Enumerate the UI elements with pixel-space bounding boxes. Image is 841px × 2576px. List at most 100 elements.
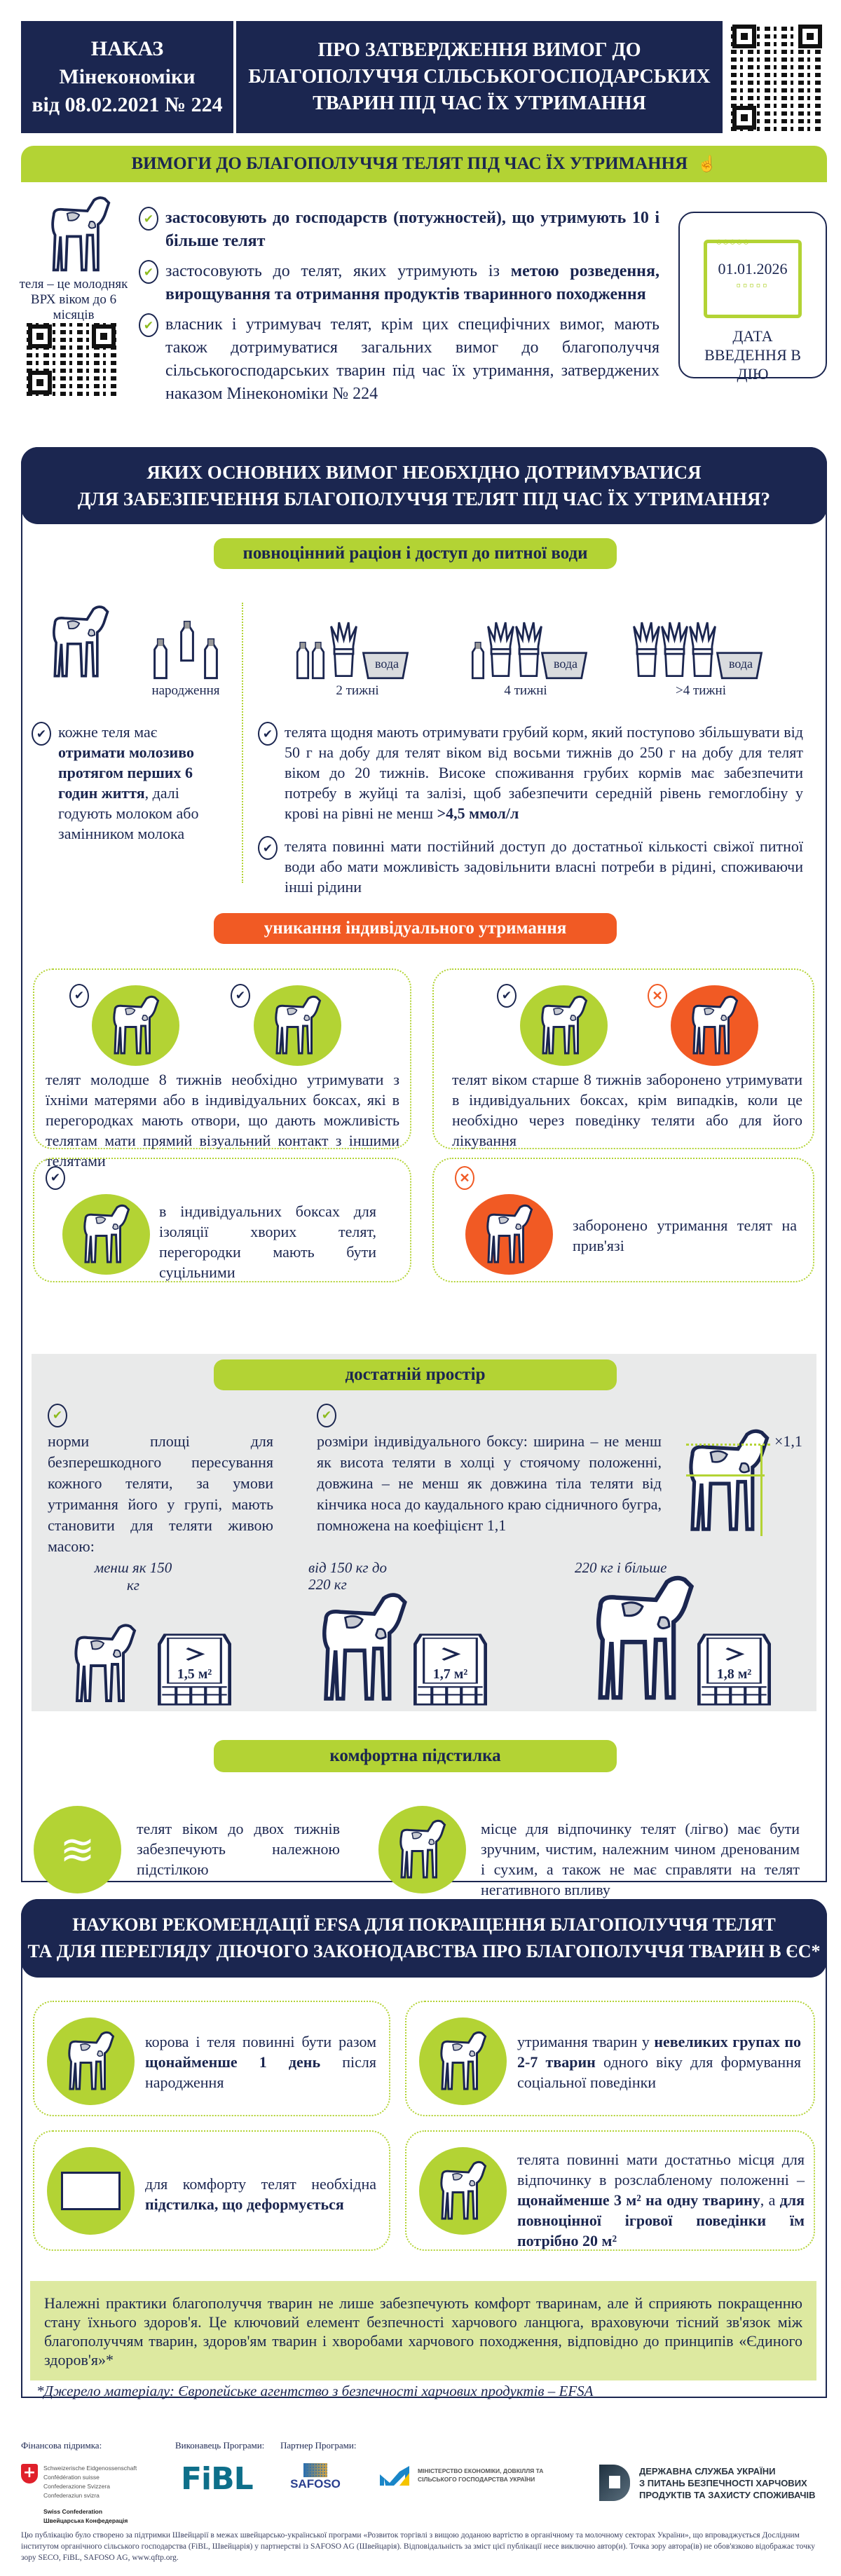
calf-icon: [60, 1622, 151, 1706]
qr-code-header[interactable]: [729, 21, 826, 133]
title-line: БЛАГОПОЛУЧЧЯ СІЛЬСЬКОГОСПОДАРСЬКИХ: [248, 66, 711, 88]
effective-date-box: ○○○○○ 01.01.2026 ▫▫▫▫▫ ДАТА ВВЕДЕННЯ В Д…: [678, 212, 827, 383]
box-size-text: розміри індивідуального боксу: ширина – …: [317, 1432, 662, 1534]
check-icon: ✔: [258, 722, 278, 746]
pointer-click-icon: ☝: [697, 155, 717, 172]
group-area-text: норми площі для безперешкодного пересува…: [48, 1432, 273, 1555]
cow-with-calf-icon: [92, 985, 179, 1066]
title-line: ПРО ЗАТВЕРДЖЕННЯ ВИМОГ ДО: [317, 39, 641, 61]
calendar-icon: ○○○○○ 01.01.2026 ▫▫▫▫▫: [704, 236, 802, 318]
implementer-label: Виконавець Програми:: [175, 2440, 265, 2451]
check-icon: ✔: [317, 1404, 336, 1427]
swiss-cross-logo: +: [21, 2464, 38, 2483]
multiplier-label: ×1,1: [774, 1432, 802, 1450]
ministry-label: Мінекономіки: [59, 65, 196, 88]
efsa-title: НАУКОВІ РЕКОМЕНДАЦІЇ EFSA ДЛЯ ПОКРАЩЕННЯ…: [21, 1899, 827, 1978]
check-icon: ✔: [69, 984, 89, 1008]
card-text: телят молодше 8 тижнів необхідно утримув…: [46, 1071, 399, 1170]
title-line: ТВАРИН ПІД ЧАС ЇХ УТРИМАННЯ: [313, 93, 646, 114]
bedding-text: телят віком до двох тижнів забезпечують …: [137, 1820, 340, 1878]
calf-group-icon: [419, 2017, 507, 2105]
requirements-title: ВИМОГИ ДО БЛАГОПОЛУЧЧЯ ТЕЛЯТ ПІД ЧАС ЇХ …: [131, 154, 688, 173]
water-label: вода: [729, 657, 753, 671]
area-value: 1,8 м²: [716, 1666, 752, 1682]
disclaimer-text: Цю публікацію було створено за підтримки…: [21, 2531, 816, 2562]
feed-4-weeks-icon: вода: [470, 620, 592, 676]
stage-label: >4 тижні: [675, 683, 726, 698]
requirements-bar[interactable]: ВИМОГИ ДО БЛАГОПОЛУЧЧЯ ТЕЛЯТ ПІД ЧАС ЇХ …: [21, 146, 827, 182]
info-card: ✔ ✔ телят молодше 8 тижнів необхідно утр…: [33, 968, 411, 1170]
calves-in-pens-icon: [254, 985, 341, 1066]
cow-with-calf-icon: [47, 2017, 135, 2105]
nutrition-pill: повноцінний раціон і доступ до питної во…: [214, 538, 617, 569]
efsa-card: утримання тварин у невеликих групах по 2…: [405, 2001, 815, 2116]
title-line: НАУКОВІ РЕКОМЕНДАЦІЇ EFSA ДЛЯ ПОКРАЩЕННЯ…: [72, 1914, 776, 1935]
funding-label: Фінансова підримка:: [21, 2440, 102, 2451]
water-label: вода: [554, 657, 578, 671]
ministry-logo: [378, 2465, 415, 2487]
card-text: для комфорту телят необхідна підстилка, …: [145, 2175, 376, 2213]
check-icon: ✔: [497, 984, 517, 1008]
fibl-logo: FiBL: [181, 2461, 254, 2497]
bedding-icon: [47, 2147, 135, 2235]
calf-in-box-icon: [671, 985, 758, 1066]
divider: [242, 603, 243, 883]
feeding-item: ✔ телята повинні мати постійний доступ до…: [258, 836, 803, 897]
source-footnote: *Джерело матеріалу: Європейське агентств…: [36, 2383, 594, 2399]
efsa-card: корова і теля повинні бути разом щонайме…: [33, 2001, 390, 2116]
prohibited-icon: ✕: [648, 984, 667, 1008]
resting-calf-icon: [378, 1806, 466, 1893]
check-icon: ✔: [46, 1166, 65, 1190]
check-icon: ✔: [258, 836, 278, 860]
check-icon: ✔: [48, 1404, 67, 1427]
safoso-logo: SAFOSO: [284, 2463, 347, 2491]
colostrum-item: ✔ кожне теля має отримати молозиво протя…: [32, 722, 228, 844]
order-label: НАКАЗ: [90, 37, 164, 60]
bedding-text: місце для відпочинку телят (лігво) має б…: [481, 1820, 800, 1898]
feeding-item: ✔ телята щодня мають отримувати грубий ко…: [258, 722, 803, 823]
card-text: корова і теля повинні бути разом щонайме…: [145, 2033, 376, 2091]
weight-label: 220 кг і більше: [575, 1559, 667, 1576]
check-icon: ✔: [231, 984, 250, 1008]
heifer-icon: [308, 1591, 420, 1706]
page-title: ПРО ЗАТВЕРДЖЕННЯ ВИМОГ ДО БЛАГОПОЛУЧЧЯ С…: [236, 21, 723, 133]
card-text: в індивідуальних боксах для ізоляції хво…: [159, 1203, 376, 1281]
partner-label: Партнер Програми:: [280, 2440, 357, 2451]
check-icon: ✔: [139, 207, 158, 231]
area-value: 1,5 м²: [177, 1666, 212, 1682]
order-info-box: НАКАЗ Мінекономіки від 08.02.2021 № 224: [21, 21, 233, 133]
calf-icon: [39, 195, 123, 275]
tethered-calf-icon: [465, 1194, 553, 1275]
requirements-list: ✔ застосовують до господарств (потужносте…: [139, 207, 659, 406]
one-health-note: Належні практики благополуччя тварин не …: [30, 2281, 816, 2380]
effective-date: 01.01.2026: [718, 260, 788, 278]
card-text: телят віком старше 8 тижнів заборонено у…: [452, 1071, 802, 1149]
individual-housing-pill: уникання індивідуального утримання: [214, 913, 617, 944]
title-line: ДЛЯ ЗАБЕЗПЕЧЕННЯ БЛАГОПОЛУЧЧЯ ТЕЛЯТ ПІД …: [77, 488, 771, 509]
info-card: ✕ заборонено утримання телят на прив'язі: [432, 1158, 814, 1282]
space-pill: достатній простір: [214, 1359, 617, 1390]
qr-code-side[interactable]: [25, 321, 119, 398]
info-card: ✔ в індивідуальних боксах для ізоляції х…: [33, 1158, 411, 1282]
bottles-icon: [151, 620, 224, 676]
playing-calf-icon: [419, 2147, 507, 2235]
card-text: заборонено утримання телят на прив'язі: [573, 1217, 797, 1254]
weight-label: менш як 150 кг: [94, 1559, 172, 1594]
stage-label: народження: [151, 683, 220, 698]
requirement-item: ✔ застосовують до телят, яких утримують і…: [139, 260, 659, 306]
check-icon: ✔: [32, 722, 51, 746]
check-icon: ✔: [139, 313, 158, 337]
calf-icon: [35, 604, 126, 681]
stage-label: 4 тижні: [504, 683, 547, 698]
dpss-logo: [599, 2465, 630, 2501]
card-text: утримання тварин у невеликих групах по 2…: [517, 2033, 801, 2091]
check-icon: ✔: [139, 260, 158, 284]
efsa-card: для комфорту телят необхідна підстилка, …: [33, 2130, 390, 2251]
main-section-title: ЯКИХ ОСНОВНИХ ВИМОГ НЕОБХІДНО ДОТРИМУВАТ…: [21, 447, 827, 524]
dpss-name: ДЕРЖАВНА СЛУЖБА УКРАЇНИ З ПИТАНЬ БЕЗПЕЧНО…: [639, 2466, 816, 2500]
calf-caption: теля – це молодняк ВРХ віком до 6 місяці…: [19, 277, 128, 322]
ministry-name: МІНІСТЕРСТВО ЕКОНОМІКИ, ДОВКІЛЛЯ ТА СІЛЬ…: [418, 2467, 544, 2483]
weight-label: від 150 кг до 220 кг: [308, 1559, 387, 1593]
efsa-card: телята повинні мати достатньо місця для …: [405, 2130, 815, 2251]
requirement-item: ✔ застосовують до господарств (потужносте…: [139, 207, 659, 253]
